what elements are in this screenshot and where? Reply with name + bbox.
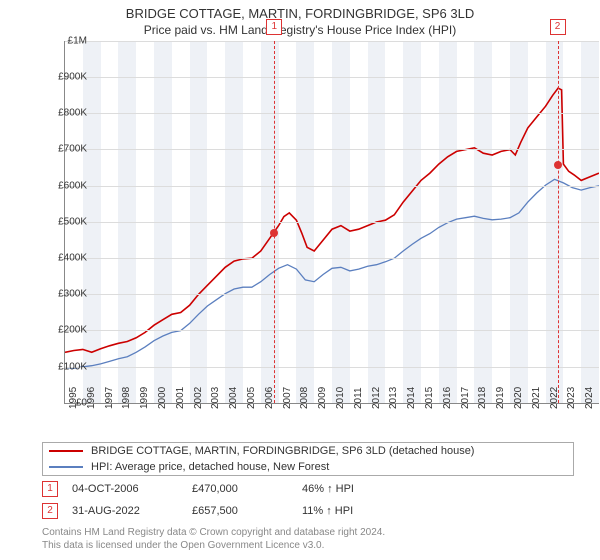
x-tick-label: 2014 (406, 387, 408, 409)
sale-price: £470,000 (192, 483, 302, 495)
x-tick-label: 1996 (86, 387, 88, 409)
x-tick-label: 1995 (68, 387, 70, 409)
x-tick-label: 2019 (495, 387, 497, 409)
sale-pct: 11% ↑ HPI (302, 505, 422, 517)
x-tick-label: 2013 (388, 387, 390, 409)
x-tick-label: 2021 (531, 387, 533, 409)
series-price_paid (65, 88, 599, 352)
x-tick-label: 2007 (282, 387, 284, 409)
y-tick-label: £1M (35, 35, 87, 46)
x-tick-label: 2001 (175, 387, 177, 409)
sale-row: 1 04-OCT-2006£470,00046% ↑ HPI (42, 478, 592, 500)
chart-subtitle: Price paid vs. HM Land Registry's House … (8, 23, 592, 37)
x-tick-label: 2009 (317, 387, 319, 409)
legend-label: BRIDGE COTTAGE, MARTIN, FORDINGBRIDGE, S… (91, 445, 474, 457)
plot-area: £0£100K£200K£300K£400K£500K£600K£700K£80… (64, 41, 599, 404)
legend-label: HPI: Average price, detached house, New … (91, 461, 329, 473)
sales-list: 1 04-OCT-2006£470,00046% ↑ HPI 2 31-AUG-202… (8, 478, 592, 522)
x-tick-label: 2005 (246, 387, 248, 409)
x-tick-label: 2002 (193, 387, 195, 409)
x-tick-label: 1997 (104, 387, 106, 409)
sale-marker-1: 1 (266, 19, 282, 35)
y-tick-label: £200K (35, 325, 87, 336)
x-tick-label: 2010 (335, 387, 337, 409)
sale-marker-2: 2 (550, 19, 566, 35)
y-tick-label: £700K (35, 144, 87, 155)
x-tick-label: 2022 (549, 387, 551, 409)
sale-dot-1 (270, 229, 278, 237)
sale-dot-2 (554, 161, 562, 169)
x-tick-label: 2015 (424, 387, 426, 409)
x-tick-label: 1998 (121, 387, 123, 409)
x-tick-label: 2012 (371, 387, 373, 409)
sale-pct: 46% ↑ HPI (302, 483, 422, 495)
sale-row-marker: 2 (42, 503, 58, 519)
x-tick-label: 2023 (566, 387, 568, 409)
sale-date: 04-OCT-2006 (72, 483, 192, 495)
chart-area: £0 £100K £200K £300K £400K £500K £600K £700K £80… (38, 41, 598, 436)
y-tick-label: £600K (35, 180, 87, 191)
series-hpi (65, 179, 599, 368)
y-tick-label: £800K (35, 108, 87, 119)
x-tick-label: 2024 (584, 387, 586, 409)
y-tick-label: £900K (35, 72, 87, 83)
x-tick-label: 1999 (139, 387, 141, 409)
x-tick-label: 2020 (513, 387, 515, 409)
y-tick-label: £0 (35, 397, 87, 408)
chart-title: BRIDGE COTTAGE, MARTIN, FORDINGBRIDGE, S… (8, 6, 592, 23)
sale-row-marker: 1 (42, 481, 58, 497)
legend-swatch (49, 466, 83, 468)
footer-line-2: This data is licensed under the Open Gov… (42, 539, 592, 552)
x-tick-label: 2011 (353, 387, 355, 409)
x-tick-label: 2006 (264, 387, 266, 409)
chart-container: BRIDGE COTTAGE, MARTIN, FORDINGBRIDGE, S… (0, 0, 600, 560)
x-tick-label: 2004 (228, 387, 230, 409)
x-tick-label: 2003 (210, 387, 212, 409)
legend: BRIDGE COTTAGE, MARTIN, FORDINGBRIDGE, S… (42, 442, 574, 476)
sale-row: 2 31-AUG-2022£657,50011% ↑ HPI (42, 500, 592, 522)
x-tick-label: 2017 (460, 387, 462, 409)
sale-date: 31-AUG-2022 (72, 505, 192, 517)
x-tick-label: 2008 (299, 387, 301, 409)
legend-row: BRIDGE COTTAGE, MARTIN, FORDINGBRIDGE, S… (43, 443, 573, 459)
y-tick-label: £500K (35, 216, 87, 227)
x-tick-label: 2018 (477, 387, 479, 409)
y-tick-label: £300K (35, 289, 87, 300)
y-tick-label: £400K (35, 253, 87, 264)
footer-line-1: Contains HM Land Registry data © Crown c… (42, 526, 592, 539)
sale-price: £657,500 (192, 505, 302, 517)
legend-row: HPI: Average price, detached house, New … (43, 459, 573, 475)
x-tick-label: 2016 (442, 387, 444, 409)
legend-swatch (49, 450, 83, 452)
y-tick-label: £100K (35, 361, 87, 372)
x-tick-label: 2000 (157, 387, 159, 409)
